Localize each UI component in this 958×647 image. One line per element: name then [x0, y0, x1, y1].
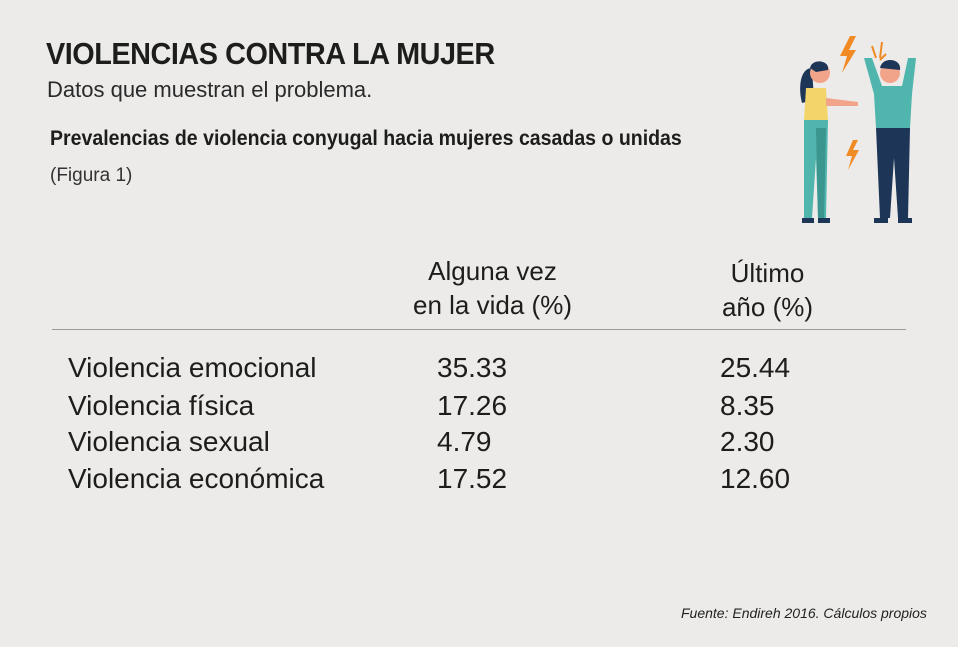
cell-lifetime: 4.79 [437, 426, 492, 457]
table-row: Violencia emocional 35.33 25.44 [0, 352, 958, 390]
row-label: Violencia emocional [68, 352, 317, 383]
row-label: Violencia económica [68, 463, 325, 494]
table-row: Violencia física 17.26 8.35 [0, 390, 958, 428]
lightning-icon [840, 36, 856, 73]
column-header-last-year: Último año (%) [680, 256, 855, 324]
cell-last-year: 8.35 [720, 390, 775, 421]
lightning-icon [846, 140, 859, 170]
cell-last-year: 25.44 [720, 352, 791, 383]
figure-label: (Figura 1) [50, 165, 133, 186]
table-title: Prevalencias de violencia conyugal hacia… [50, 127, 682, 150]
column-header-line: en la vida (%) [413, 290, 572, 320]
cell-lifetime: 17.26 [437, 390, 508, 421]
couple-arguing-illustration [800, 36, 916, 223]
header-divider [52, 329, 906, 330]
column-header-line: Último [730, 258, 805, 288]
page-title: VIOLENCIAS CONTRA LA MUJER [46, 36, 495, 71]
column-header-lifetime: Alguna vez en la vida (%) [390, 254, 595, 322]
cell-lifetime: 35.33 [437, 352, 508, 383]
source-note: Fuente: Endireh 2016. Cálculos propios [681, 605, 927, 621]
table-row: Violencia sexual 4.79 2.30 [0, 426, 958, 464]
row-label: Violencia sexual [68, 426, 270, 457]
page-subtitle: Datos que muestran el problema. [47, 77, 373, 102]
column-header-line: Alguna vez [428, 256, 557, 286]
column-header-line: año (%) [721, 292, 814, 322]
cell-lifetime: 17.52 [437, 463, 508, 494]
cell-last-year: 2.30 [720, 426, 775, 457]
row-label: Violencia física [68, 390, 255, 421]
table-row: Violencia económica 17.52 12.60 [0, 463, 958, 501]
cell-last-year: 12.60 [720, 463, 791, 494]
